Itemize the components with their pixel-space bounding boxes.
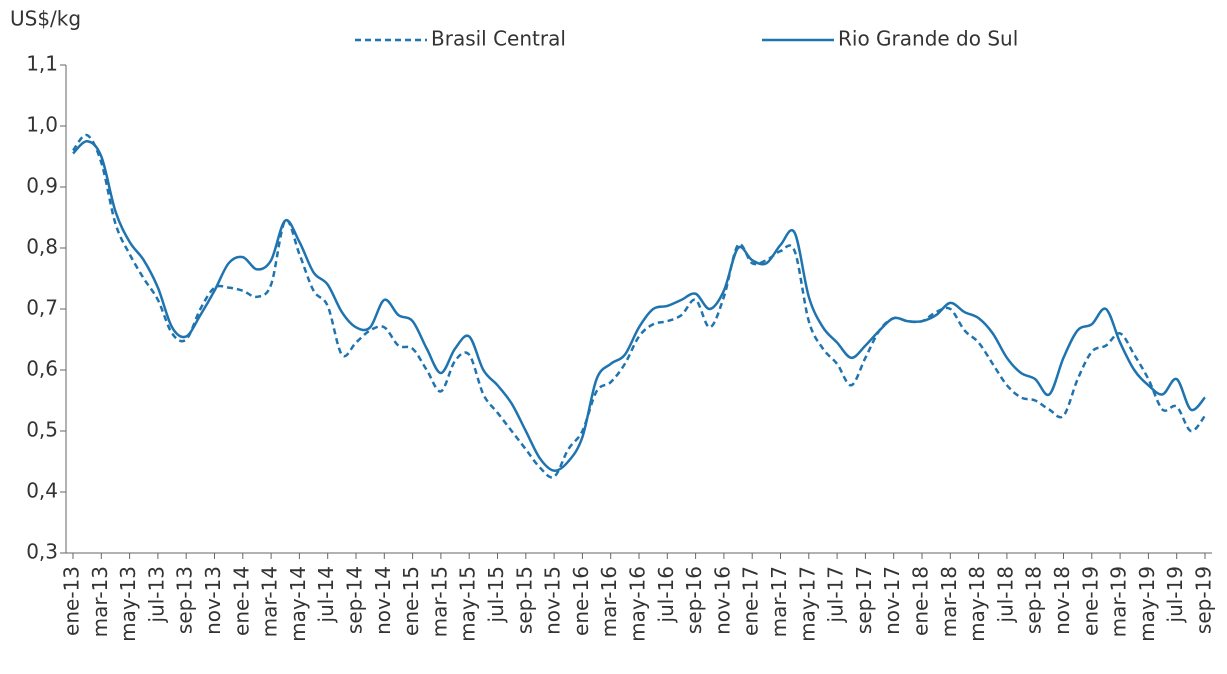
- x-tick-label: nov-16: [710, 566, 734, 635]
- x-tick-label: sep-18: [1022, 566, 1046, 634]
- y-tick-label: 0,3: [26, 540, 58, 564]
- y-axis-label: US$/kg: [10, 7, 81, 31]
- y-tick-label: 0,7: [26, 296, 58, 320]
- x-tick-label: mar-16: [597, 566, 621, 637]
- x-tick-label: nov-17: [880, 566, 904, 635]
- y-tick-label: 0,9: [26, 174, 58, 198]
- x-tick-label: mar-14: [258, 566, 282, 637]
- x-tick-label: mar-13: [88, 566, 112, 637]
- y-tick-label: 0,4: [26, 479, 58, 503]
- y-tick-label: 1,1: [26, 52, 58, 76]
- x-tick-label: jul-19: [1163, 566, 1187, 623]
- x-tick-label: may-18: [965, 566, 989, 642]
- x-tick-label: nov-15: [541, 566, 565, 635]
- x-tick-label: may-15: [456, 566, 480, 642]
- x-tick-label: ene-15: [399, 566, 423, 636]
- x-tick-label: mar-15: [427, 566, 451, 637]
- x-tick-label: nov-13: [201, 566, 225, 635]
- x-tick-label: sep-16: [682, 566, 706, 634]
- x-tick-label: may-19: [1135, 566, 1159, 642]
- x-tick-label: jul-14: [314, 566, 338, 623]
- x-tick-label: ene-16: [569, 566, 593, 636]
- x-tick-label: may-17: [795, 566, 819, 642]
- y-tick-label: 0,6: [26, 357, 58, 381]
- x-tick-label: mar-18: [937, 566, 961, 637]
- x-tick-label: sep-15: [512, 566, 536, 634]
- series-line: [72, 133, 1206, 479]
- x-tick-label: sep-13: [173, 566, 197, 634]
- x-tick-label: nov-14: [371, 566, 395, 635]
- legend-label: Brasil Central: [431, 27, 566, 51]
- y-tick-label: 0,8: [26, 235, 58, 259]
- legend-label: Rio Grande do Sul: [838, 27, 1018, 51]
- x-tick-label: ene-13: [60, 566, 84, 636]
- x-tick-label: mar-19: [1107, 566, 1131, 637]
- x-tick-label: jul-13: [144, 566, 168, 623]
- x-tick-label: jul-16: [654, 566, 678, 623]
- x-tick-label: sep-19: [1192, 566, 1216, 634]
- x-tick-label: sep-17: [852, 566, 876, 634]
- x-tick-label: mar-17: [767, 566, 791, 637]
- x-tick-label: jul-15: [484, 566, 508, 623]
- x-tick-label: jul-17: [824, 566, 848, 623]
- x-tick-label: ene-14: [229, 566, 253, 636]
- x-tick-label: may-13: [116, 566, 140, 642]
- x-tick-label: may-16: [626, 566, 650, 642]
- x-tick-label: may-14: [286, 566, 310, 642]
- series-line: [72, 140, 1206, 472]
- x-tick-label: ene-19: [1078, 566, 1102, 636]
- x-tick-label: ene-18: [909, 566, 933, 636]
- y-tick-label: 1,0: [26, 113, 58, 137]
- x-tick-label: jul-18: [993, 566, 1017, 623]
- x-tick-label: nov-18: [1050, 566, 1074, 635]
- x-tick-label: sep-14: [343, 566, 367, 634]
- x-tick-label: ene-17: [739, 566, 763, 636]
- y-tick-label: 0,5: [26, 418, 58, 442]
